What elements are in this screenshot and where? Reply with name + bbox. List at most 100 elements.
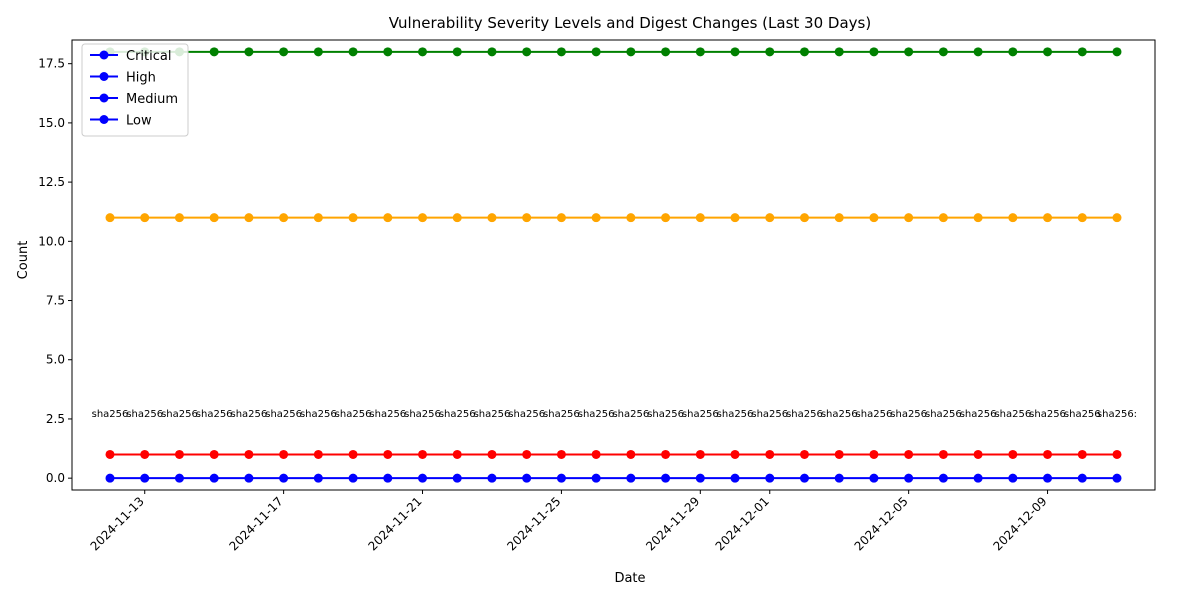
data-point-critical [1077,449,1087,459]
data-point-medium [1008,47,1018,57]
data-point-high [938,213,948,223]
digest-annotation: sha256 [578,409,615,420]
y-tick-label: 0.0 [46,471,65,485]
data-point-medium [834,47,844,57]
y-tick-label: 7.5 [46,294,65,308]
data-point-high [244,213,254,223]
digest-annotation: sha256 [161,409,198,420]
digest-annotation: sha256 [856,409,893,420]
data-point-critical [591,449,601,459]
legend: Critical High Medium Low [81,43,189,137]
data-point-low [799,473,809,483]
data-point-critical [869,449,879,459]
data-point-medium [452,47,462,57]
digest-annotation: sha256 [404,409,441,420]
data-point-critical [834,449,844,459]
legend-swatch-marker [99,50,109,60]
data-point-high [1077,213,1087,223]
data-point-low [556,473,566,483]
y-tick-label: 15.0 [38,116,65,130]
digest-annotation: sha256 [92,409,129,420]
data-point-low [904,473,914,483]
digest-annotation: sha256 [508,409,545,420]
data-point-critical [105,449,115,459]
legend-swatch-marker [99,93,109,103]
data-point-low [209,473,219,483]
digest-annotation: sha256 [925,409,962,420]
data-point-critical [383,449,393,459]
data-point-critical [348,449,358,459]
data-point-low [452,473,462,483]
data-point-critical [487,449,497,459]
data-point-high [834,213,844,223]
legend-label-critical: Critical [126,49,171,64]
digest-annotation: sha256 [682,409,719,420]
data-point-medium [313,47,323,57]
data-point-high [695,213,705,223]
data-point-critical [765,449,775,459]
y-tick-label: 12.5 [38,175,65,189]
chart-title: Vulnerability Severity Levels and Digest… [389,14,871,32]
data-point-medium [626,47,636,57]
data-point-low [105,473,115,483]
y-tick-label: 5.0 [46,353,65,367]
data-point-high [348,213,358,223]
y-tick-label: 2.5 [46,412,65,426]
legend-label-low: Low [126,114,152,129]
digest-annotation: sha256 [474,409,511,420]
data-point-critical [452,449,462,459]
data-point-critical [244,449,254,459]
data-point-high [556,213,566,223]
data-point-low [348,473,358,483]
data-point-high [209,213,219,223]
digest-annotation: sha256 [647,409,684,420]
data-point-high [869,213,879,223]
data-point-medium [348,47,358,57]
data-point-medium [661,47,671,57]
data-point-critical [938,449,948,459]
digest-annotation: sha256 [300,409,337,420]
x-axis-label: Date [614,571,645,586]
data-point-medium [522,47,532,57]
data-point-critical [556,449,566,459]
data-point-low [834,473,844,483]
legend-swatch-marker [99,115,109,124]
digest-annotation: sha256 [994,409,1031,420]
data-point-critical [799,449,809,459]
data-point-medium [1112,47,1122,57]
data-point-critical [1043,449,1053,459]
data-point-high [418,213,428,223]
data-point-low [938,473,948,483]
data-point-low [973,473,983,483]
digest-annotation: sha256 [196,409,233,420]
digest-annotation: sha256 [335,409,372,420]
data-point-critical [695,449,705,459]
data-point-high [174,213,184,223]
data-point-high [904,213,914,223]
data-point-medium [904,47,914,57]
data-point-low [244,473,254,483]
data-point-medium [591,47,601,57]
data-point-high [765,213,775,223]
data-point-high [1008,213,1018,223]
digest-annotation: sha256 [543,409,580,420]
data-point-medium [765,47,775,57]
data-point-high [383,213,393,223]
data-point-critical [661,449,671,459]
digest-annotation: sha256 [1029,409,1066,420]
data-point-high [279,213,289,223]
y-tick-label: 10.0 [38,234,65,248]
data-point-critical [626,449,636,459]
data-point-low [279,473,289,483]
data-point-medium [279,47,289,57]
legend-label-high: High [126,71,156,86]
data-point-critical [279,449,289,459]
data-point-low [487,473,497,483]
data-point-critical [1112,449,1122,459]
digest-annotation: sha256 [960,409,997,420]
data-point-high [522,213,532,223]
data-point-high [452,213,462,223]
data-point-medium [383,47,393,57]
digest-annotation: sha256 [265,409,302,420]
data-point-medium [556,47,566,57]
